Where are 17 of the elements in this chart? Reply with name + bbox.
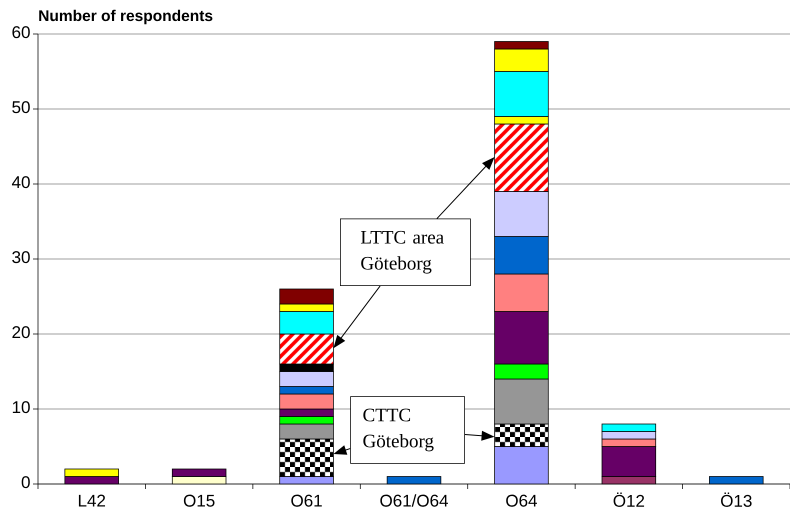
x-tick-label: Ö12 xyxy=(614,492,644,507)
x-tick-label: O15 xyxy=(184,494,214,507)
annotation: CTTC Göteborg xyxy=(363,408,434,452)
y-tick-label: 0 xyxy=(22,476,30,488)
x-tick-label: O61 xyxy=(291,494,322,507)
y-tick-label: 10 xyxy=(12,401,30,414)
y-tick-label: 30 xyxy=(12,251,30,264)
y-tick-label: 40 xyxy=(12,176,30,188)
x-tick-label: Ö13 xyxy=(721,492,752,507)
annotation: LTTC area Göteborg xyxy=(360,230,444,274)
y-tick-label: 50 xyxy=(12,101,30,114)
x-tick-label: O64 xyxy=(506,494,537,507)
x-tick-label: L42 xyxy=(78,494,106,507)
y-axis-title: Number of respondents xyxy=(39,10,212,24)
x-tick-label: O61/O64 xyxy=(380,494,448,507)
y-tick-label: 20 xyxy=(12,326,30,338)
y-tick-label: 60 xyxy=(12,26,30,38)
